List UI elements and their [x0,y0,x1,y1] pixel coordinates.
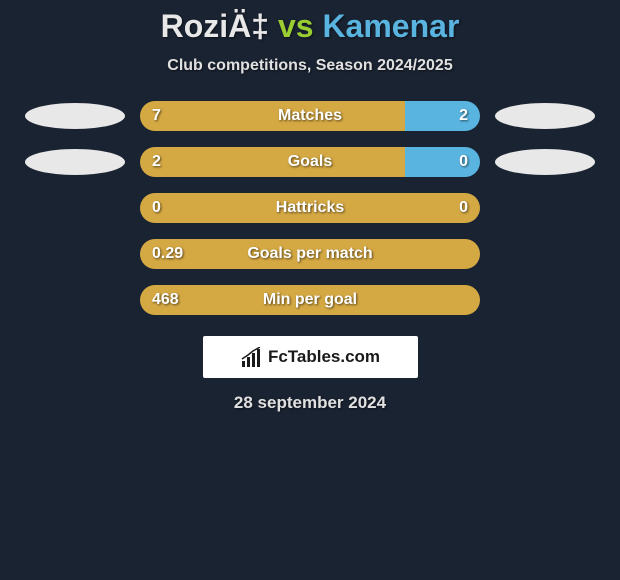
comparison-chart: RoziÄ‡ vs Kamenar Club competitions, Sea… [0,0,620,413]
stat-bar: 7 2 Matches [140,101,480,131]
bar-value-left: 2 [152,153,161,171]
logo-content: FcTables.com [240,347,380,367]
stat-row: 0.29 Goals per match [0,238,620,270]
stat-row: 2 0 Goals [0,146,620,178]
bar-segment-right: 2 [405,101,480,131]
stat-rows-container: 7 2 Matches 2 0 Goals 0 0 Hattricks 0.29 Goals per… [0,100,620,316]
stat-label: Goals per match [247,245,372,263]
player1-ellipse [25,103,125,129]
player2-name: Kamenar [322,8,459,44]
logo-box: FcTables.com [203,336,418,378]
bar-value-right: 0 [459,153,468,171]
stat-row: 468 Min per goal [0,284,620,316]
stat-bar: 2 0 Goals [140,147,480,177]
bar-segment-left: 2 [140,147,405,177]
bar-value-left: 0 [152,199,161,217]
bar-segment-left: 7 [140,101,405,131]
stat-label: Goals [288,153,332,171]
stat-bar: 0.29 Goals per match [140,239,480,269]
stat-bar: 0 0 Hattricks [140,193,480,223]
stat-label: Min per goal [263,291,357,309]
vs-text: vs [278,8,314,44]
page-title: RoziÄ‡ vs Kamenar [0,8,620,45]
stat-row: 7 2 Matches [0,100,620,132]
player2-ellipse [495,103,595,129]
fctables-icon [240,347,264,367]
stat-label: Matches [278,107,342,125]
logo-text: FcTables.com [268,347,380,367]
subtitle: Club competitions, Season 2024/2025 [0,57,620,75]
stat-label: Hattricks [276,199,344,217]
bar-value-right: 0 [459,199,468,217]
bar-value-right: 2 [459,107,468,125]
bar-segment-right: 0 [405,147,480,177]
bar-value-left: 468 [152,291,179,309]
stat-bar: 468 Min per goal [140,285,480,315]
bar-value-left: 7 [152,107,161,125]
player1-ellipse [25,149,125,175]
stat-row: 0 0 Hattricks [0,192,620,224]
player1-name: RoziÄ‡ [161,8,269,44]
bar-value-left: 0.29 [152,245,183,263]
date-text: 28 september 2024 [0,393,620,413]
player2-ellipse [495,149,595,175]
